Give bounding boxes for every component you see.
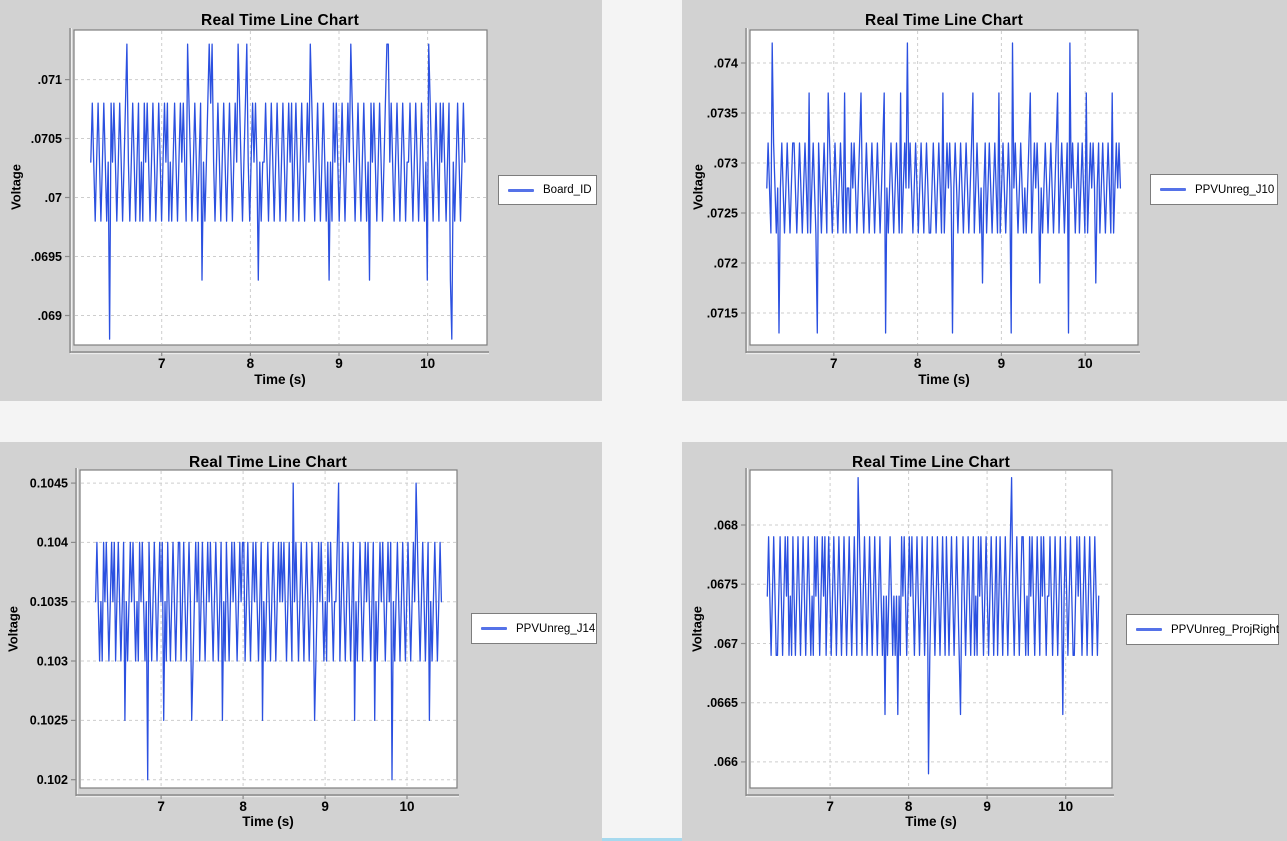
svg-text:.067: .067 bbox=[714, 637, 738, 651]
chart-title: Real Time Line Chart bbox=[865, 12, 1023, 29]
svg-text:.071: .071 bbox=[38, 73, 62, 87]
legend: PPVUnreg_J14 bbox=[471, 613, 597, 644]
x-axis-label: Time (s) bbox=[242, 814, 294, 829]
legend: PPVUnreg_J10 bbox=[1150, 174, 1278, 205]
svg-text:0.1035: 0.1035 bbox=[30, 595, 68, 609]
legend-line-sample bbox=[508, 188, 534, 192]
svg-text:10: 10 bbox=[1058, 799, 1073, 814]
svg-text:7: 7 bbox=[826, 799, 834, 814]
y-axis-label: Voltage bbox=[690, 164, 706, 210]
svg-text:.074: .074 bbox=[714, 56, 738, 70]
x-axis-label: Time (s) bbox=[254, 372, 306, 387]
legend-series-label: PPVUnreg_ProjRight bbox=[1171, 623, 1280, 636]
svg-text:0.1045: 0.1045 bbox=[30, 476, 68, 490]
svg-text:9: 9 bbox=[998, 356, 1006, 371]
svg-text:9: 9 bbox=[983, 799, 991, 814]
svg-text:10: 10 bbox=[1078, 356, 1093, 371]
legend-series-label: Board_ID bbox=[543, 184, 592, 196]
plot-canvas: .068 .0675 .067 .0665 .066 7 8 9 10 bbox=[707, 468, 1114, 814]
legend-line-sample bbox=[1160, 188, 1186, 191]
chart-panel-ppvunreg-j10: .074 .0735 .073 .0725 .072 .0715 7 8 9 10 Real Ti… bbox=[682, 0, 1287, 401]
svg-text:8: 8 bbox=[247, 356, 255, 371]
svg-text:.072: .072 bbox=[714, 256, 738, 270]
chart-title: Real Time Line Chart bbox=[189, 454, 347, 471]
svg-text:10: 10 bbox=[399, 799, 414, 814]
svg-text:.0705: .0705 bbox=[31, 132, 62, 146]
window-edge-highlight bbox=[602, 838, 682, 841]
legend: PPVUnreg_ProjRight bbox=[1126, 614, 1279, 645]
svg-text:.0715: .0715 bbox=[707, 306, 738, 320]
x-axis-label: Time (s) bbox=[918, 372, 970, 387]
svg-text:.0665: .0665 bbox=[707, 696, 738, 710]
legend: Board_ID bbox=[498, 175, 597, 205]
legend-line-sample bbox=[481, 627, 507, 630]
svg-text:.068: .068 bbox=[714, 518, 738, 532]
chart-title: Real Time Line Chart bbox=[852, 454, 1010, 471]
legend-series-label: PPVUnreg_J10 bbox=[1195, 183, 1275, 196]
svg-text:9: 9 bbox=[335, 356, 343, 371]
y-axis-label: Voltage bbox=[8, 164, 24, 210]
svg-text:.0725: .0725 bbox=[707, 206, 738, 220]
chart-title: Real Time Line Chart bbox=[201, 12, 359, 29]
legend-series-label: PPVUnreg_J14 bbox=[516, 622, 596, 635]
chart-panel-ppvunreg-projright: .068 .0675 .067 .0665 .066 7 8 9 10 Real Time Li… bbox=[682, 442, 1287, 841]
svg-text:10: 10 bbox=[420, 356, 435, 371]
plot-canvas: 0.1045 0.104 0.1035 0.103 0.1025 0.102 7 8 9 10 bbox=[30, 468, 459, 814]
svg-text:.066: .066 bbox=[714, 755, 738, 769]
y-axis-label: Voltage bbox=[5, 606, 21, 652]
svg-text:8: 8 bbox=[239, 799, 247, 814]
x-axis-label: Time (s) bbox=[905, 814, 957, 829]
svg-text:7: 7 bbox=[830, 356, 838, 371]
svg-text:.073: .073 bbox=[714, 156, 738, 170]
plot-canvas: .071 .0705 .07 .0695 .069 7 8 9 10 bbox=[31, 28, 489, 371]
svg-text:0.1025: 0.1025 bbox=[30, 714, 68, 728]
svg-text:9: 9 bbox=[321, 799, 329, 814]
chart-panel-ppvunreg-j14: 0.1045 0.104 0.1035 0.103 0.1025 0.102 7 8 9 10 R… bbox=[0, 442, 602, 841]
svg-text:8: 8 bbox=[914, 356, 922, 371]
y-axis-label: Voltage bbox=[689, 606, 705, 652]
legend-line-sample bbox=[1136, 628, 1162, 631]
svg-text:.0695: .0695 bbox=[31, 250, 62, 264]
svg-text:0.102: 0.102 bbox=[37, 773, 68, 787]
plot-canvas: .074 .0735 .073 .0725 .072 .0715 7 8 9 10 bbox=[707, 28, 1140, 371]
svg-text:7: 7 bbox=[158, 356, 166, 371]
svg-text:7: 7 bbox=[157, 799, 165, 814]
svg-text:0.104: 0.104 bbox=[37, 536, 68, 550]
chart-panel-board-id: .071 .0705 .07 .0695 .069 7 8 9 10 Real Time Lin… bbox=[0, 0, 602, 401]
svg-text:.07: .07 bbox=[45, 191, 62, 205]
svg-text:0.103: 0.103 bbox=[37, 654, 68, 668]
svg-text:.069: .069 bbox=[38, 309, 62, 323]
svg-text:.0735: .0735 bbox=[707, 106, 738, 120]
svg-text:8: 8 bbox=[905, 799, 913, 814]
svg-text:.0675: .0675 bbox=[707, 578, 738, 592]
